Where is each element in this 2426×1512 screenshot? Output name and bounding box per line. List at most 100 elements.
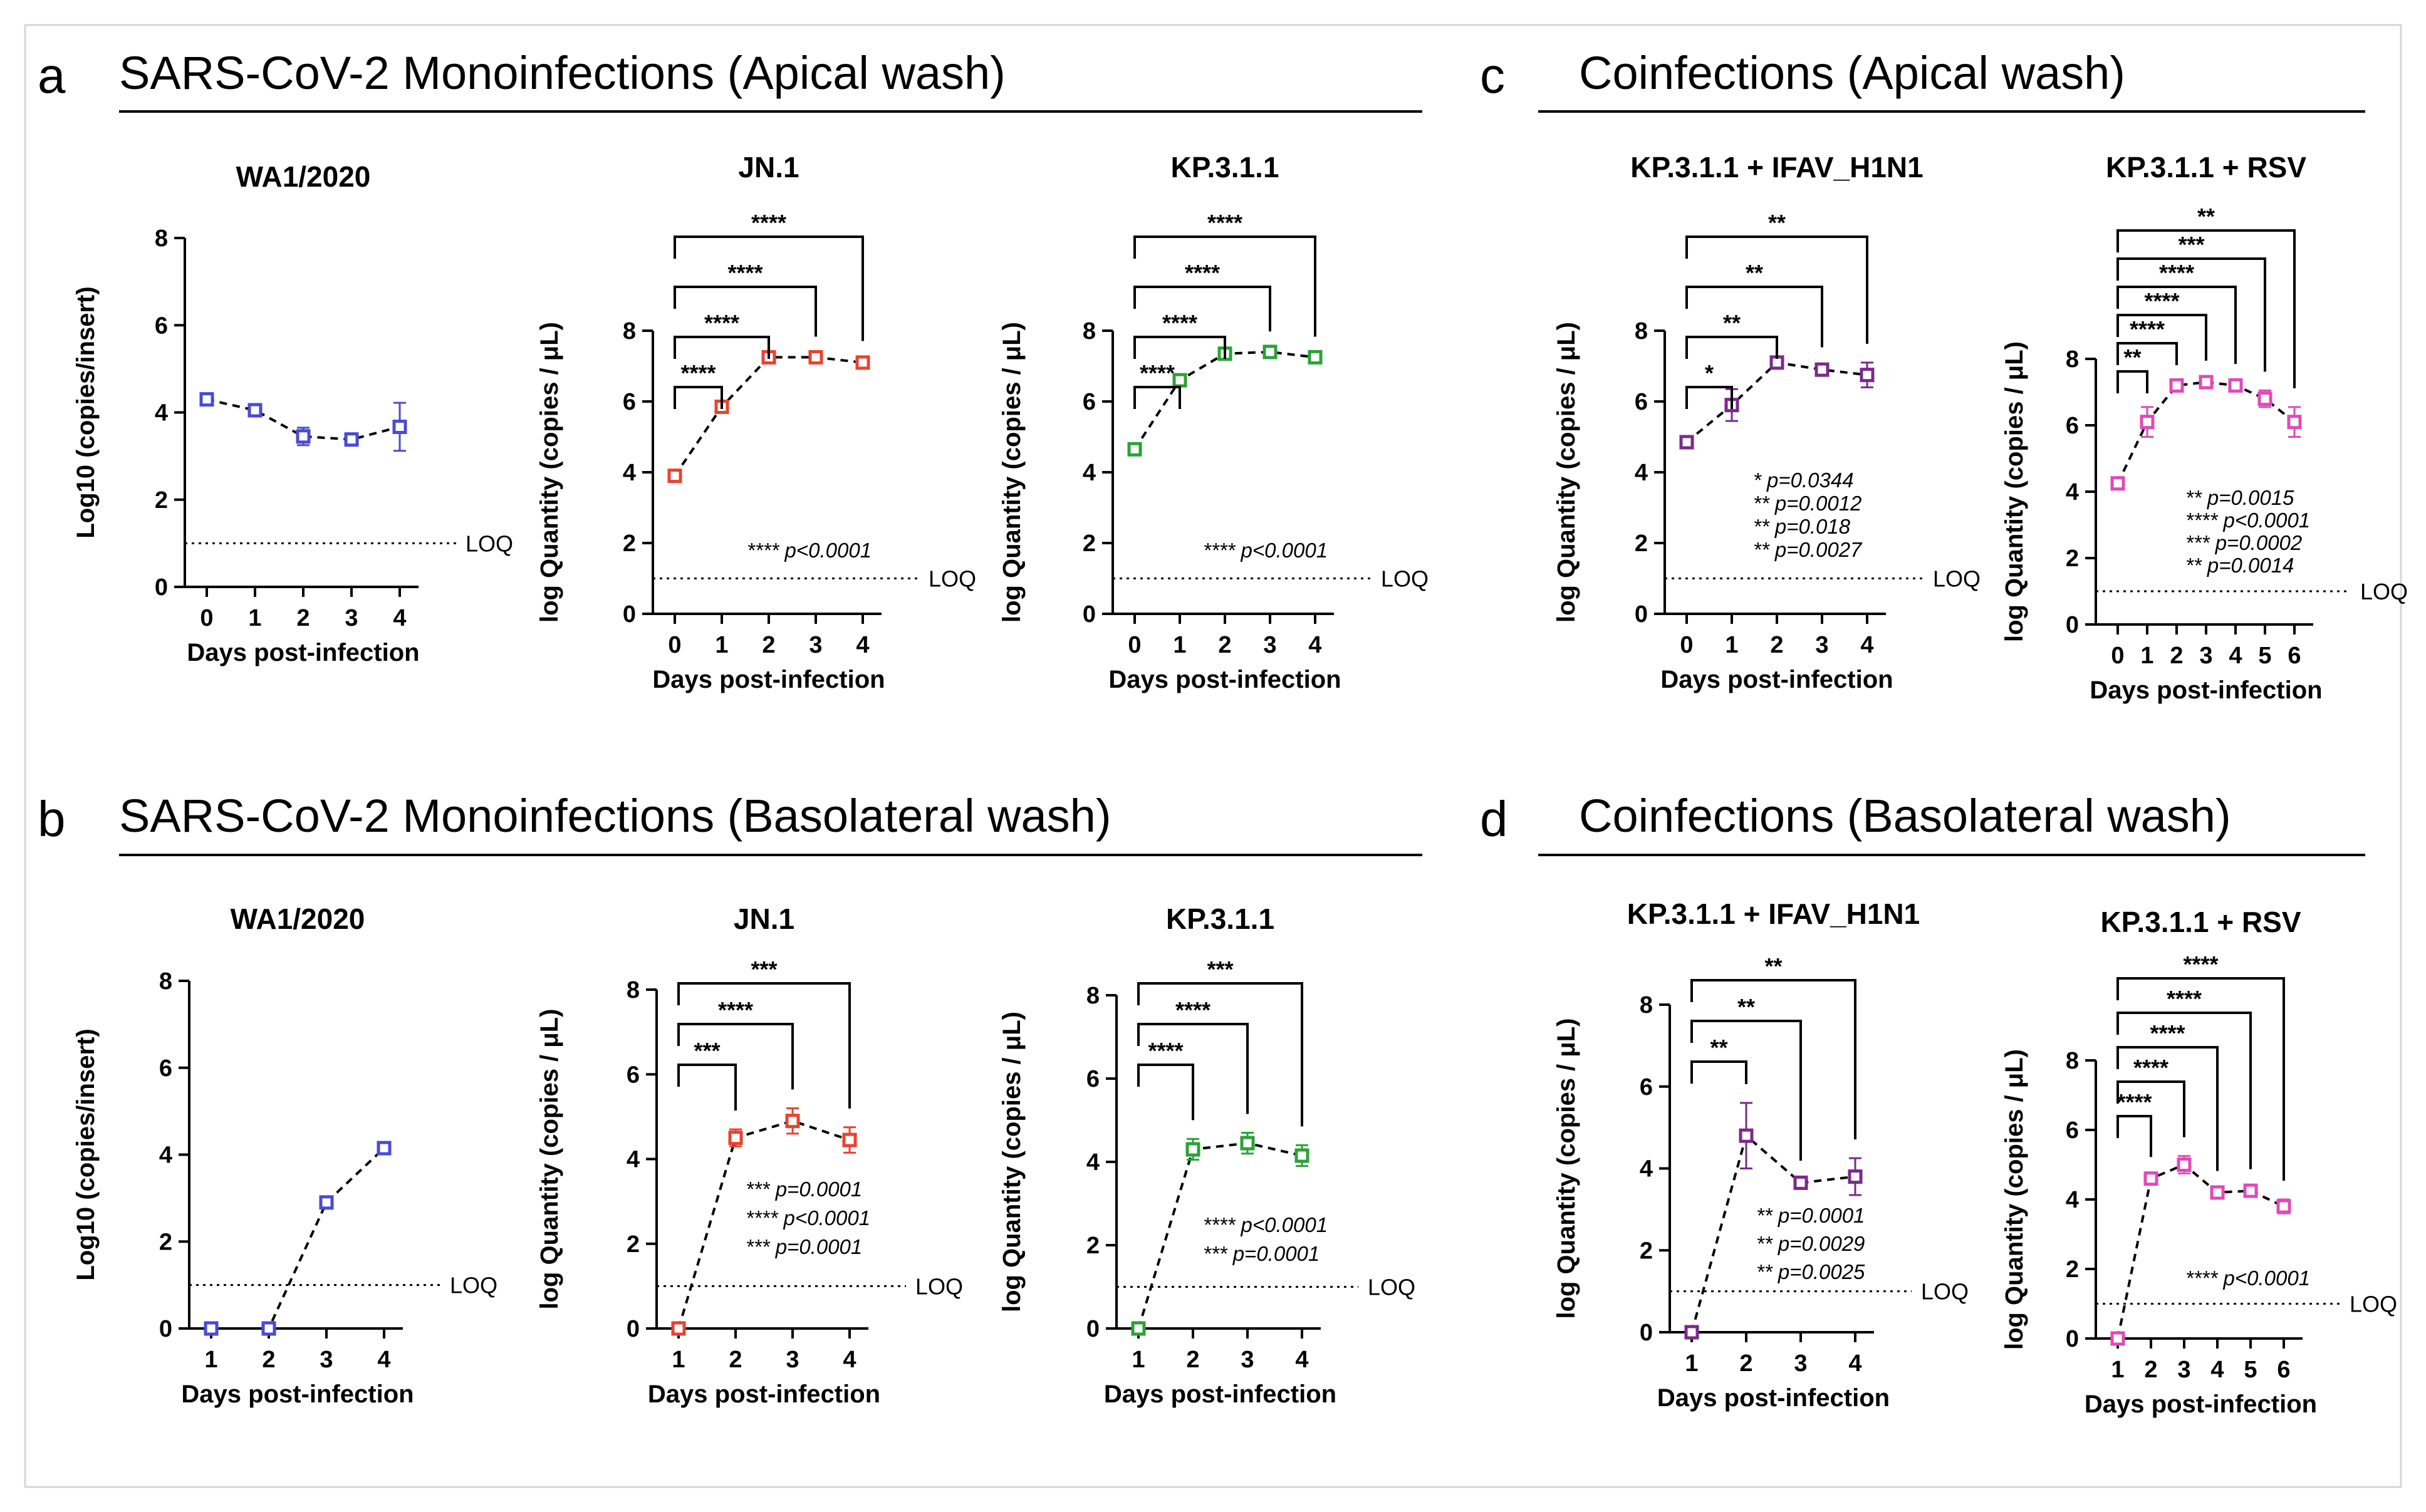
significance-label: * (1705, 360, 1714, 386)
y-axis-label: log Quantity (copies / μL) (536, 322, 563, 623)
significance-label: **** (718, 997, 753, 1023)
data-point (808, 350, 823, 365)
y-tick-label: 8 (1640, 992, 1653, 1018)
section-title-d: Coinfections (Basolateral wash) (1579, 790, 2231, 842)
data-point (344, 432, 359, 447)
data-point (2110, 476, 2125, 491)
significance-bracket (677, 982, 851, 1109)
y-axis-label: log Quantity (copies / μL) (2001, 341, 2028, 642)
chart-title: WA1/2020 (231, 903, 365, 935)
y-tick-label: 2 (1083, 531, 1096, 557)
y-tick-label: 0 (2066, 1326, 2079, 1352)
data-point (785, 1114, 800, 1129)
data-point (377, 1141, 392, 1156)
x-tick-label: 4 (2229, 643, 2242, 669)
data-point (855, 355, 870, 370)
significance-label: ** (1710, 1035, 1727, 1060)
p-value-annotation: *** p=0.0001 (746, 1178, 862, 1201)
significance-label: ** (2123, 344, 2141, 370)
p-value-annotation: ** p=0.0015 (2185, 486, 2294, 509)
y-axis-label: log Quantity (copies / μL) (2001, 1049, 2028, 1350)
x-tick-label: 2 (1218, 632, 1231, 658)
x-tick-label: 2 (762, 632, 775, 658)
data-point (1294, 1148, 1309, 1163)
p-value-annotation: ** p=0.0012 (1753, 492, 1861, 515)
chart-title: JN.1 (734, 903, 794, 935)
significance-bracket (2116, 286, 2237, 365)
significance-label: **** (2150, 1020, 2185, 1046)
p-value-annotation: * p=0.0344 (1753, 469, 1854, 492)
y-tick-label: 0 (159, 1316, 172, 1342)
loq-label: LOQ (450, 1273, 497, 1298)
p-value-annotation: *** p=0.0001 (746, 1235, 862, 1258)
chart-title: KP.3.1.1 + RSV (2100, 906, 2301, 938)
x-tick-label: 2 (729, 1347, 742, 1373)
data-point (2110, 1331, 2125, 1346)
data-point (247, 403, 263, 418)
loq-label: LOQ (2350, 1292, 2397, 1317)
section-b-header: b SARS-CoV-2 Monoinfections (Basolateral… (38, 790, 1422, 856)
chart-title: KP.3.1.1 (1166, 903, 1274, 935)
significance-label: ** (2197, 204, 2215, 229)
significance-bracket (677, 1023, 794, 1090)
p-value-annotation: ** p=0.0001 (1756, 1204, 1865, 1227)
x-tick-label: 1 (1132, 1347, 1145, 1373)
significance-label: **** (2130, 316, 2165, 342)
data-point (2169, 378, 2184, 393)
significance-label: **** (2133, 1055, 2168, 1080)
significance-bracket (2116, 1046, 2219, 1171)
y-tick-label: 4 (2066, 1187, 2079, 1213)
data-point (1739, 1128, 1754, 1143)
significance-label: **** (680, 360, 716, 386)
data-point (1684, 1325, 1699, 1340)
x-tick-label: 2 (296, 605, 310, 631)
significance-bracket (2116, 229, 2296, 388)
x-tick-label: 2 (1770, 632, 1783, 658)
x-tick-label: 0 (2111, 643, 2124, 669)
x-tick-label: 1 (2111, 1357, 2124, 1383)
data-point (667, 469, 682, 484)
p-value-annotation: *** p=0.0002 (2185, 531, 2302, 554)
data-point (1185, 1142, 1200, 1157)
significance-label: **** (2159, 260, 2194, 286)
y-tick-label: 2 (1635, 531, 1648, 557)
section-title-b: SARS-CoV-2 Monoinfections (Basolateral w… (119, 790, 1111, 842)
significance-label: **** (1207, 210, 1242, 236)
significance-bracket (2116, 1012, 2252, 1169)
significance-label: **** (2144, 288, 2179, 314)
x-tick-label: 1 (2140, 643, 2153, 669)
data-point (204, 1321, 219, 1336)
x-tick-label: 6 (2277, 1357, 2290, 1383)
y-tick-label: 6 (1640, 1074, 1653, 1100)
x-tick-label: 1 (1173, 632, 1186, 658)
p-value-annotation: ** p=0.018 (1753, 515, 1851, 538)
x-tick-label: 3 (345, 605, 358, 631)
section-title-c: Coinfections (Apical wash) (1579, 47, 2125, 99)
y-tick-label: 8 (159, 968, 172, 995)
y-axis-label: log Quantity (copies / μL) (1553, 1018, 1580, 1318)
significance-bracket (674, 236, 864, 341)
significance-bracket (2116, 314, 2207, 361)
data-point (2287, 415, 2302, 430)
significance-label: **** (2116, 1089, 2152, 1115)
significance-bracket (674, 286, 817, 337)
data-point (1848, 1169, 1863, 1184)
y-tick-label: 4 (159, 1142, 172, 1169)
significance-bracket (1690, 979, 1856, 1140)
significance-label: ** (1723, 310, 1741, 336)
significance-label: **** (1148, 1038, 1183, 1064)
significance-bracket (1137, 1064, 1194, 1121)
y-axis-label: Log10 (copies/insert) (72, 286, 100, 538)
loq-label: LOQ (929, 566, 976, 592)
y-tick-label: 8 (2066, 1048, 2079, 1074)
section-c-header: c Coinfections (Apical wash) (1480, 47, 2365, 113)
y-axis-label: log Quantity (copies / μL) (536, 1008, 563, 1309)
data-point (319, 1195, 334, 1210)
loq-label: LOQ (915, 1273, 963, 1299)
significance-label: *** (694, 1038, 720, 1064)
data-point (2276, 1199, 2291, 1214)
x-tick-label: 2 (1186, 1347, 1199, 1373)
x-tick-label: 1 (248, 605, 261, 631)
